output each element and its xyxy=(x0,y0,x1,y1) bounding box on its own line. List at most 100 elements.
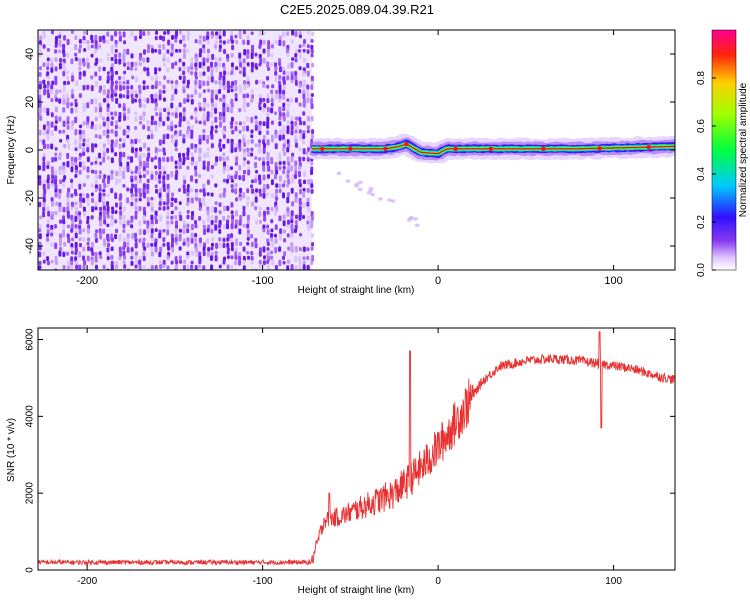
noise-cell xyxy=(147,125,151,132)
noise-cell xyxy=(98,102,102,108)
noise-cell xyxy=(78,215,82,221)
noise-cell xyxy=(42,152,46,157)
noise-cell xyxy=(171,247,175,253)
noise-cell xyxy=(270,120,274,125)
noise-cell xyxy=(247,151,251,157)
noise-cell xyxy=(222,223,226,230)
noise-cell xyxy=(74,52,78,57)
noise-cell xyxy=(134,214,138,220)
noise-cell xyxy=(58,43,62,48)
noise-cell xyxy=(295,48,299,54)
noise-cell xyxy=(202,48,206,54)
noise-cell xyxy=(306,197,310,202)
noise-cell xyxy=(214,250,218,255)
noise-cell xyxy=(39,138,43,143)
noise-cell xyxy=(42,193,46,199)
noise-cell xyxy=(182,48,186,54)
noise-cell xyxy=(58,233,62,239)
noise-cell xyxy=(166,67,170,73)
noise-cell xyxy=(158,112,162,118)
noise-cell xyxy=(302,84,306,89)
noise-cell xyxy=(147,44,151,50)
noise-cell xyxy=(210,246,214,251)
colorbar-tick-label: 0.8 xyxy=(696,71,707,85)
noise-cell xyxy=(94,48,98,54)
noise-cell xyxy=(74,224,78,229)
noise-cell xyxy=(182,75,186,82)
noise-cell xyxy=(78,156,82,161)
noise-cell xyxy=(170,170,174,178)
noise-cell xyxy=(306,84,310,90)
noise-cell xyxy=(243,49,247,56)
noise-cell xyxy=(258,188,262,194)
noise-cell xyxy=(250,255,254,261)
noise-cell xyxy=(242,260,246,265)
noise-cell xyxy=(286,107,290,112)
noise-cell xyxy=(290,115,294,122)
noise-cell xyxy=(266,139,270,146)
noise-cell xyxy=(294,31,298,38)
noise-cell xyxy=(71,94,75,99)
noise-cell xyxy=(74,256,78,262)
noise-cell xyxy=(286,120,290,125)
noise-cell xyxy=(218,80,222,85)
noise-cell xyxy=(246,223,250,229)
noise-cell xyxy=(114,233,118,240)
noise-cell xyxy=(70,178,74,184)
noise-cell xyxy=(158,174,162,180)
noise-cell xyxy=(110,120,114,127)
noise-cell xyxy=(278,39,282,46)
noise-cell xyxy=(270,89,274,94)
noise-cell xyxy=(270,193,274,199)
noise-cell xyxy=(278,88,282,95)
noise-cell xyxy=(106,71,110,75)
x-tick-label: 100 xyxy=(604,275,622,287)
noise-cell xyxy=(62,178,66,183)
noise-cell xyxy=(54,49,58,54)
noise-cell xyxy=(246,196,250,201)
noise-cell xyxy=(150,170,154,175)
noise-cell xyxy=(186,84,190,89)
noise-cell xyxy=(278,62,282,66)
noise-cell xyxy=(266,242,270,246)
noise-cell xyxy=(254,120,258,126)
noise-cell xyxy=(206,192,210,196)
noise-cell xyxy=(82,246,86,252)
noise-cell xyxy=(130,170,134,175)
noise-cell xyxy=(282,214,286,220)
noise-cell xyxy=(286,111,290,118)
noise-cell xyxy=(242,246,246,252)
noise-cell xyxy=(211,237,215,242)
noise-cell xyxy=(106,237,110,243)
noise-cell xyxy=(110,129,114,134)
noise-cell xyxy=(263,215,267,222)
noise-cell xyxy=(186,156,190,161)
noise-cell xyxy=(227,85,231,90)
noise-cell xyxy=(246,160,250,165)
noise-cell xyxy=(294,219,298,225)
noise-cell xyxy=(106,107,110,113)
noise-cell xyxy=(210,76,214,83)
noise-cell xyxy=(266,112,270,118)
noise-cell xyxy=(150,233,154,239)
noise-cell xyxy=(230,39,234,44)
noise-cell xyxy=(134,206,138,210)
noise-cell xyxy=(66,120,70,125)
noise-cell xyxy=(266,93,270,99)
noise-cell xyxy=(130,31,134,37)
noise-cell xyxy=(166,215,170,220)
noise-cell xyxy=(206,134,210,140)
noise-cell xyxy=(262,174,266,181)
noise-cell xyxy=(282,40,286,47)
noise-cell xyxy=(154,170,158,176)
noise-cell xyxy=(78,143,82,149)
noise-cell xyxy=(250,233,254,239)
noise-cell xyxy=(78,161,82,168)
noise-cell xyxy=(270,219,274,224)
noise-cell xyxy=(70,156,74,163)
noise-cell xyxy=(190,57,194,62)
noise-cell xyxy=(303,39,307,45)
noise-cell xyxy=(290,125,294,131)
noise-cell xyxy=(306,30,310,35)
noise-cell xyxy=(150,115,154,121)
